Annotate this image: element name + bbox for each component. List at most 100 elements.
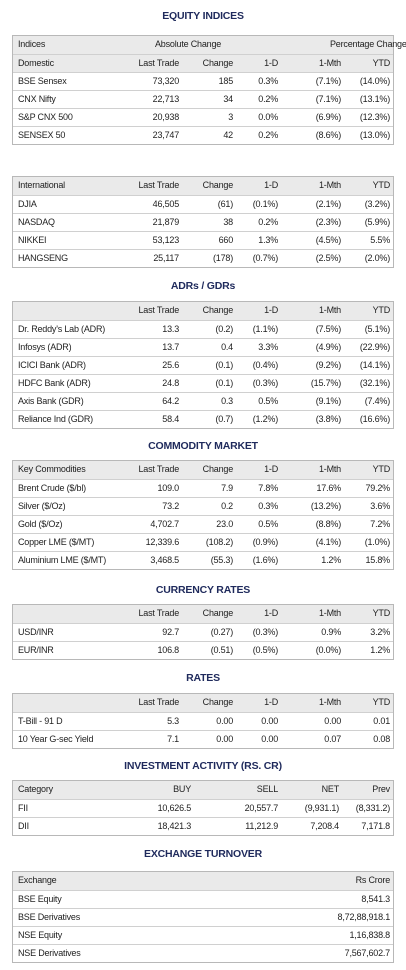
row-label: T-Bill - 91 D bbox=[18, 716, 63, 726]
data-cell: 46,505 bbox=[152, 199, 180, 209]
header-cell: YTD bbox=[372, 608, 391, 618]
data-cell: 0.2 bbox=[221, 501, 233, 511]
data-cell: (0.51) bbox=[210, 645, 234, 655]
header-cell: Category bbox=[18, 784, 53, 794]
data-cell: 1.2% bbox=[321, 555, 341, 565]
data-cell: 92.7 bbox=[162, 627, 179, 637]
data-cell: (32.1%) bbox=[359, 378, 390, 388]
data-cell: 4,702.7 bbox=[150, 519, 179, 529]
data-cell: (6.9%) bbox=[315, 112, 342, 122]
header-row: Category BUY SELL NET Prev bbox=[13, 781, 393, 799]
data-row: Copper LME ($/MT) 12,339.6 (108.2) (0.9%) (4… bbox=[13, 533, 393, 551]
data-cell: 7.2% bbox=[370, 519, 390, 529]
data-cell: (0.2) bbox=[215, 324, 233, 334]
row-label: DJIA bbox=[18, 199, 37, 209]
data-cell: 0.01 bbox=[373, 716, 390, 726]
data-row: SENSEX 50 23,747 42 0.2% (8.6%) (13.0%) bbox=[13, 126, 393, 144]
header-row: Last Trade Change 1-D 1-Mth YTD bbox=[13, 302, 393, 320]
data-cell: (0.1%) bbox=[252, 199, 279, 209]
header-cell: YTD bbox=[372, 58, 391, 68]
data-cell: (8.8%) bbox=[315, 519, 342, 529]
row-label: Infosys (ADR) bbox=[18, 342, 72, 352]
header-cell: Last Trade bbox=[138, 305, 179, 315]
data-row: BSE Derivatives 8,72,88,918.1 bbox=[13, 908, 393, 926]
data-cell: 23.0 bbox=[216, 519, 233, 529]
data-cell: 25.6 bbox=[162, 360, 179, 370]
data-row: NSE Equity 1,16,838.8 bbox=[13, 926, 393, 944]
data-cell: 0.4 bbox=[221, 342, 233, 352]
data-row: Reliance Ind (GDR) 58.4 (0.7) (1.2%) (3.8%) (… bbox=[13, 410, 393, 428]
data-cell: 58.4 bbox=[162, 414, 179, 424]
table: Category BUY SELL NET Prev FII 10,626.5 20,557.… bbox=[12, 780, 394, 836]
data-cell: 21,879 bbox=[152, 217, 180, 227]
data-cell: (0.27) bbox=[210, 627, 234, 637]
data-row: Dr. Reddy's Lab (ADR) 13.3 (0.2) (1.1%) (7.5… bbox=[13, 320, 393, 338]
row-label: EUR/INR bbox=[18, 645, 54, 655]
data-cell: (4.1%) bbox=[315, 537, 342, 547]
data-cell: (1.6%) bbox=[252, 555, 279, 565]
data-cell: 3,468.5 bbox=[150, 555, 179, 565]
row-label: ICICI Bank (ADR) bbox=[18, 360, 86, 370]
data-cell: 1.3% bbox=[258, 235, 278, 245]
data-row: BSE Equity 8,541.3 bbox=[13, 890, 393, 908]
data-cell: (178) bbox=[212, 253, 233, 263]
row-label: Dr. Reddy's Lab (ADR) bbox=[18, 324, 106, 334]
header-cell: YTD bbox=[372, 697, 391, 707]
data-cell: (22.9%) bbox=[359, 342, 390, 352]
header-cell: Exchange bbox=[18, 875, 57, 885]
data-cell: 0.3% bbox=[258, 76, 278, 86]
data-cell: 20,938 bbox=[152, 112, 180, 122]
data-cell: (7.1%) bbox=[315, 94, 342, 104]
data-cell: (16.6%) bbox=[359, 414, 390, 424]
data-row: 10 Year G-sec Yield 7.1 0.00 0.00 0.07 0.08 bbox=[13, 730, 393, 748]
data-cell: 8,72,88,918.1 bbox=[337, 912, 391, 922]
data-cell: 53,123 bbox=[152, 235, 180, 245]
data-cell: 12,339.6 bbox=[145, 537, 180, 547]
data-row: ICICI Bank (ADR) 25.6 (0.1) (0.4%) (9.2%) (14… bbox=[13, 356, 393, 374]
section-title: INVESTMENT ACTIVITY (RS. CR) bbox=[124, 760, 282, 772]
data-cell: 22,713 bbox=[152, 94, 180, 104]
table: International Last Trade Change 1-D 1-Mth YTD… bbox=[12, 176, 394, 268]
row-label: Gold ($/Oz) bbox=[18, 519, 63, 529]
row-label: NASDAQ bbox=[18, 217, 55, 227]
data-cell: (0.3%) bbox=[252, 627, 279, 637]
data-cell: 7,567,602.7 bbox=[344, 948, 391, 958]
data-cell: 3.2% bbox=[370, 627, 390, 637]
header-cell: Change bbox=[202, 608, 234, 618]
data-cell: 18,421.3 bbox=[157, 821, 192, 831]
header-cell: Prev bbox=[372, 784, 390, 794]
row-label: BSE Sensex bbox=[18, 76, 67, 86]
data-cell: 660 bbox=[218, 235, 234, 245]
header-cell: Domestic bbox=[18, 58, 54, 68]
header-cell: Last Trade bbox=[138, 697, 179, 707]
data-cell: 38 bbox=[223, 217, 233, 227]
data-row: NIKKEI 53,123 660 1.3% (4.5%) 5.5% bbox=[13, 231, 393, 249]
data-cell: (0.7) bbox=[215, 414, 233, 424]
data-cell: 73.2 bbox=[162, 501, 179, 511]
data-cell: (13.2%) bbox=[310, 501, 341, 511]
data-row: Brent Crude ($/bl) 109.0 7.9 7.8% 17.6% 79.2% bbox=[13, 479, 393, 497]
header-cell: Rs Crore bbox=[355, 875, 391, 885]
table: Key Commodities Last Trade Change 1-D 1-Mth Y… bbox=[12, 460, 394, 570]
row-label: USD/INR bbox=[18, 627, 54, 637]
group-header-cell: Absolute Change bbox=[155, 39, 222, 49]
data-cell: 0.0% bbox=[258, 112, 278, 122]
header-cell: 1-Mth bbox=[318, 180, 341, 190]
data-cell: (7.5%) bbox=[315, 324, 342, 334]
table: Exchange Rs Crore BSE Equity 8,541.3 BSE Der… bbox=[12, 871, 394, 963]
data-cell: (108.2) bbox=[205, 537, 233, 547]
data-cell: 3.3% bbox=[258, 342, 278, 352]
header-cell: NET bbox=[321, 784, 340, 794]
header-cell: 1-D bbox=[264, 464, 278, 474]
data-cell: 8,541.3 bbox=[361, 894, 390, 904]
row-label: BSE Equity bbox=[18, 894, 62, 904]
section-title: RATES bbox=[186, 672, 220, 684]
data-cell: 7.8% bbox=[258, 483, 278, 493]
data-cell: 0.07 bbox=[324, 734, 341, 744]
header-cell: Last Trade bbox=[138, 464, 179, 474]
table: Last Trade Change 1-D 1-Mth YTD USD/INR 92.7 (0… bbox=[12, 604, 394, 660]
row-label: Aluminium LME ($/MT) bbox=[18, 555, 107, 565]
data-cell: 79.2% bbox=[365, 483, 390, 493]
data-cell: (1.1%) bbox=[252, 324, 279, 334]
